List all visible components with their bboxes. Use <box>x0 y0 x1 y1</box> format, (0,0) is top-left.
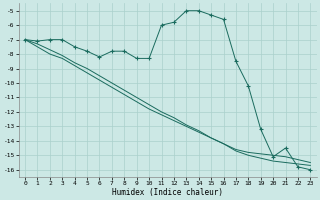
X-axis label: Humidex (Indice chaleur): Humidex (Indice chaleur) <box>112 188 223 197</box>
